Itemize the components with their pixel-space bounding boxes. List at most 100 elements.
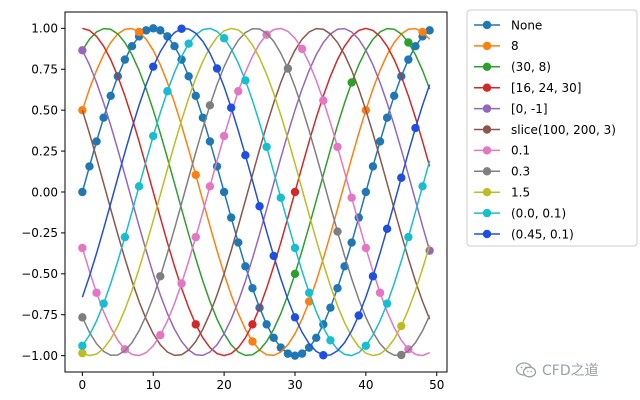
series-1: [78, 27, 431, 357]
data-point: [191, 232, 200, 242]
data-point: [404, 38, 413, 47]
x-tick-label: 10: [146, 378, 161, 392]
data-point: [290, 243, 300, 253]
data-point: [156, 26, 165, 35]
data-point: [149, 24, 158, 33]
x-tick-label: 0: [79, 378, 87, 392]
data-point: [78, 341, 87, 350]
series-0: [78, 24, 434, 360]
data-point: [234, 238, 243, 247]
data-point: [205, 137, 215, 146]
data-point: [241, 150, 250, 160]
data-point: [290, 187, 300, 197]
data-point: [319, 351, 328, 360]
data-point: [333, 227, 342, 236]
data-point: [390, 91, 399, 101]
x-tick-label: 20: [216, 378, 231, 392]
y-tick-label: −0.50: [21, 267, 58, 281]
data-point: [283, 64, 293, 73]
data-point: [248, 320, 257, 329]
data-point: [361, 243, 371, 253]
series-line: [82, 27, 431, 357]
legend-entry: 1.5: [474, 186, 530, 200]
series-7: [78, 28, 431, 360]
data-point: [99, 299, 108, 308]
data-point: [354, 311, 363, 320]
y-tick-label: 0.00: [31, 185, 58, 199]
data-point: [219, 187, 229, 197]
data-point: [149, 131, 158, 141]
legend-marker: [482, 167, 492, 176]
legend-marker: [482, 125, 492, 134]
data-point: [191, 91, 200, 101]
data-point: [78, 348, 87, 358]
y-tick-label: 1.00: [31, 22, 58, 36]
legend-marker: [482, 229, 492, 239]
data-point: [404, 55, 413, 64]
data-point: [382, 113, 392, 122]
legend-entry: (0.45, 0.1): [474, 227, 574, 241]
data-point: [226, 213, 236, 222]
data-point: [382, 224, 392, 234]
y-tick-label: −1.00: [21, 349, 58, 363]
data-point: [290, 313, 300, 322]
data-point: [368, 272, 378, 281]
data-point: [92, 137, 101, 146]
data-point: [382, 299, 392, 308]
legend-label: 8: [511, 39, 519, 53]
data-point: [375, 137, 385, 146]
data-point: [326, 336, 335, 345]
legend-marker: [482, 62, 492, 71]
x-tick-label: 30: [287, 378, 302, 392]
y-tick-label: 0.50: [31, 103, 58, 117]
legend-frame: [466, 9, 638, 247]
legend-entry: 0.1: [474, 144, 530, 158]
data-point: [326, 303, 335, 312]
legend-entry: 8: [474, 39, 519, 53]
data-point: [191, 170, 200, 180]
data-point: [347, 78, 356, 87]
data-point: [347, 238, 356, 247]
data-point: [177, 279, 186, 288]
legend-entry: [16, 24, 30]: [474, 81, 581, 95]
data-point: [290, 351, 300, 360]
data-point: [418, 27, 427, 37]
data-point: [127, 42, 137, 51]
data-point: [283, 349, 293, 358]
data-point: [191, 320, 200, 329]
legend-entry: (0.0, 0.1): [474, 206, 566, 220]
data-point: [418, 182, 427, 191]
series-line: [81, 27, 431, 357]
data-point: [361, 341, 371, 350]
legend-label: slice(100, 200, 3): [511, 123, 616, 137]
data-point: [269, 251, 278, 261]
data-point: [404, 232, 413, 242]
y-tick-label: 0.75: [31, 63, 58, 77]
wechat-icon: [515, 362, 537, 378]
legend-label: 1.5: [511, 186, 530, 200]
data-point: [205, 101, 215, 110]
x-tick-label: 40: [358, 378, 373, 392]
data-point: [177, 24, 186, 33]
data-point: [85, 162, 94, 171]
data-point: [205, 182, 215, 191]
series-2: [81, 27, 431, 357]
data-point: [297, 349, 307, 358]
data-point: [134, 27, 144, 37]
legend-marker: [482, 83, 492, 92]
data-point: [106, 91, 115, 101]
series-8: [78, 27, 431, 358]
data-point: [255, 202, 264, 211]
data-point: [411, 123, 420, 133]
data-point: [99, 113, 108, 122]
data-point: [120, 55, 130, 64]
data-point: [241, 76, 250, 85]
data-point: [149, 62, 158, 71]
data-point: [368, 162, 378, 171]
data-point: [411, 42, 420, 51]
data-point: [304, 288, 314, 297]
series-line: [81, 27, 431, 357]
y-tick-label: 0.25: [31, 144, 58, 158]
data-point: [248, 283, 257, 293]
